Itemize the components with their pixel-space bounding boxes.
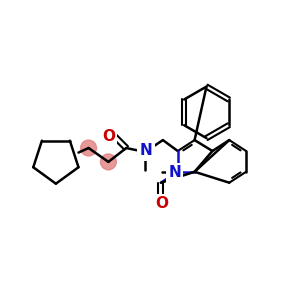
Circle shape [100,154,116,170]
Text: O: O [155,196,168,211]
Text: O: O [102,129,115,144]
Text: N: N [168,165,181,180]
Circle shape [81,140,97,156]
Text: N: N [140,143,152,158]
